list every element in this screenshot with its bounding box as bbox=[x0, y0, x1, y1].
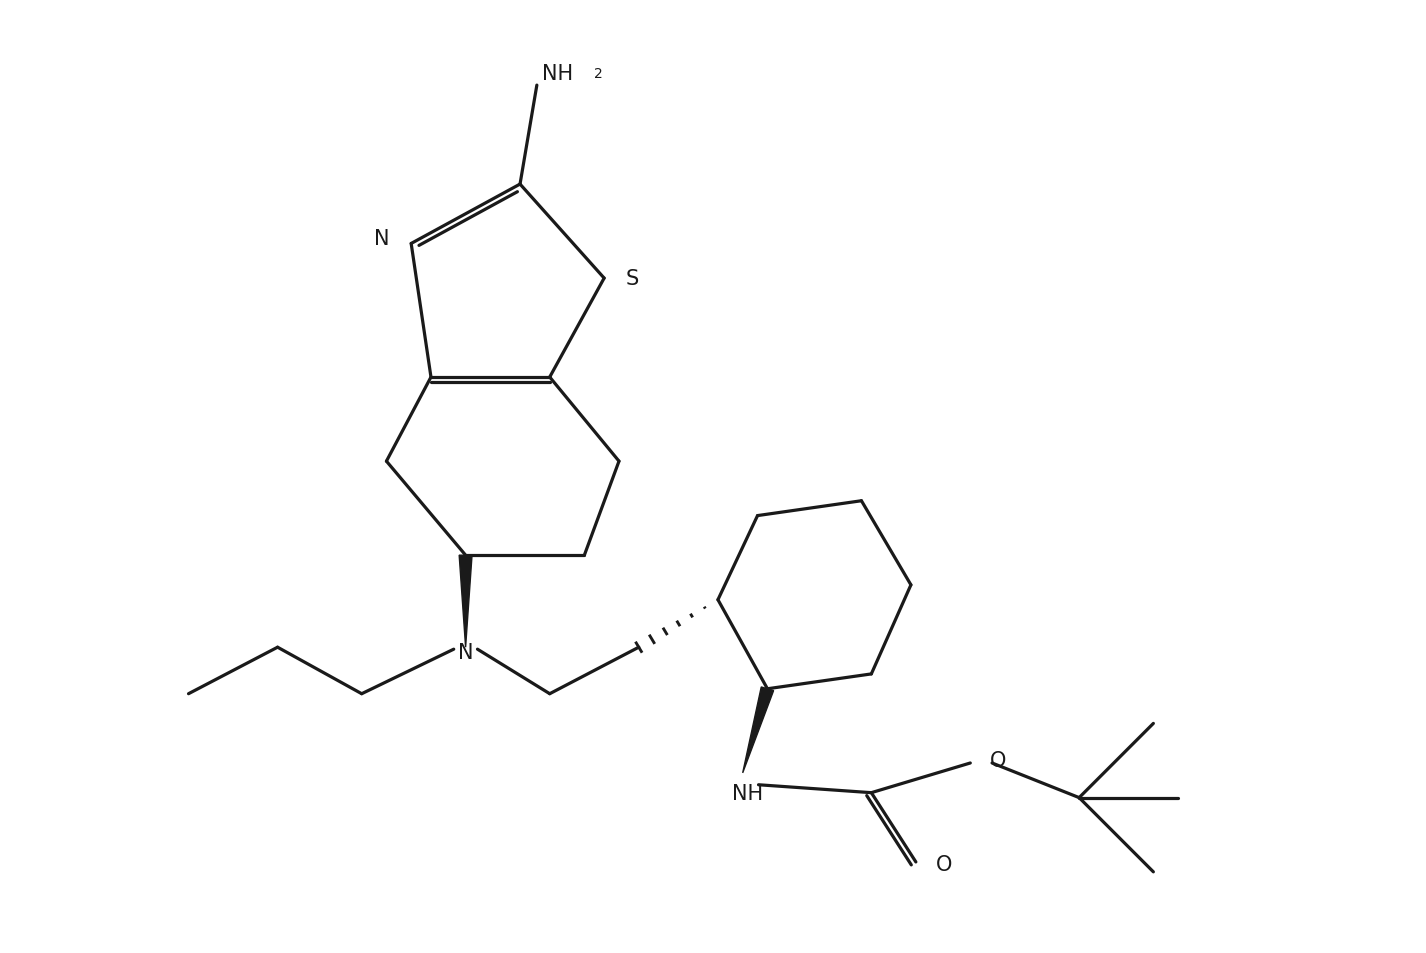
Polygon shape bbox=[743, 687, 773, 773]
Text: NH: NH bbox=[542, 64, 573, 84]
Text: N: N bbox=[458, 642, 473, 662]
Text: O: O bbox=[935, 854, 953, 874]
Text: 2: 2 bbox=[595, 67, 603, 81]
Text: S: S bbox=[626, 269, 639, 289]
Text: O: O bbox=[990, 750, 1007, 770]
Polygon shape bbox=[459, 556, 472, 647]
Text: N: N bbox=[374, 230, 389, 250]
Text: NH: NH bbox=[732, 782, 763, 802]
